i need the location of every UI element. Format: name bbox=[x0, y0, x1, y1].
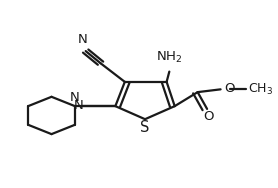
Text: CH$_3$: CH$_3$ bbox=[248, 82, 273, 97]
Text: N: N bbox=[70, 91, 80, 104]
Text: S: S bbox=[140, 120, 150, 135]
Text: N: N bbox=[78, 33, 88, 46]
Text: O: O bbox=[225, 82, 235, 95]
Text: O: O bbox=[203, 110, 214, 123]
Text: NH$_2$: NH$_2$ bbox=[156, 50, 183, 65]
Text: N: N bbox=[73, 99, 83, 112]
